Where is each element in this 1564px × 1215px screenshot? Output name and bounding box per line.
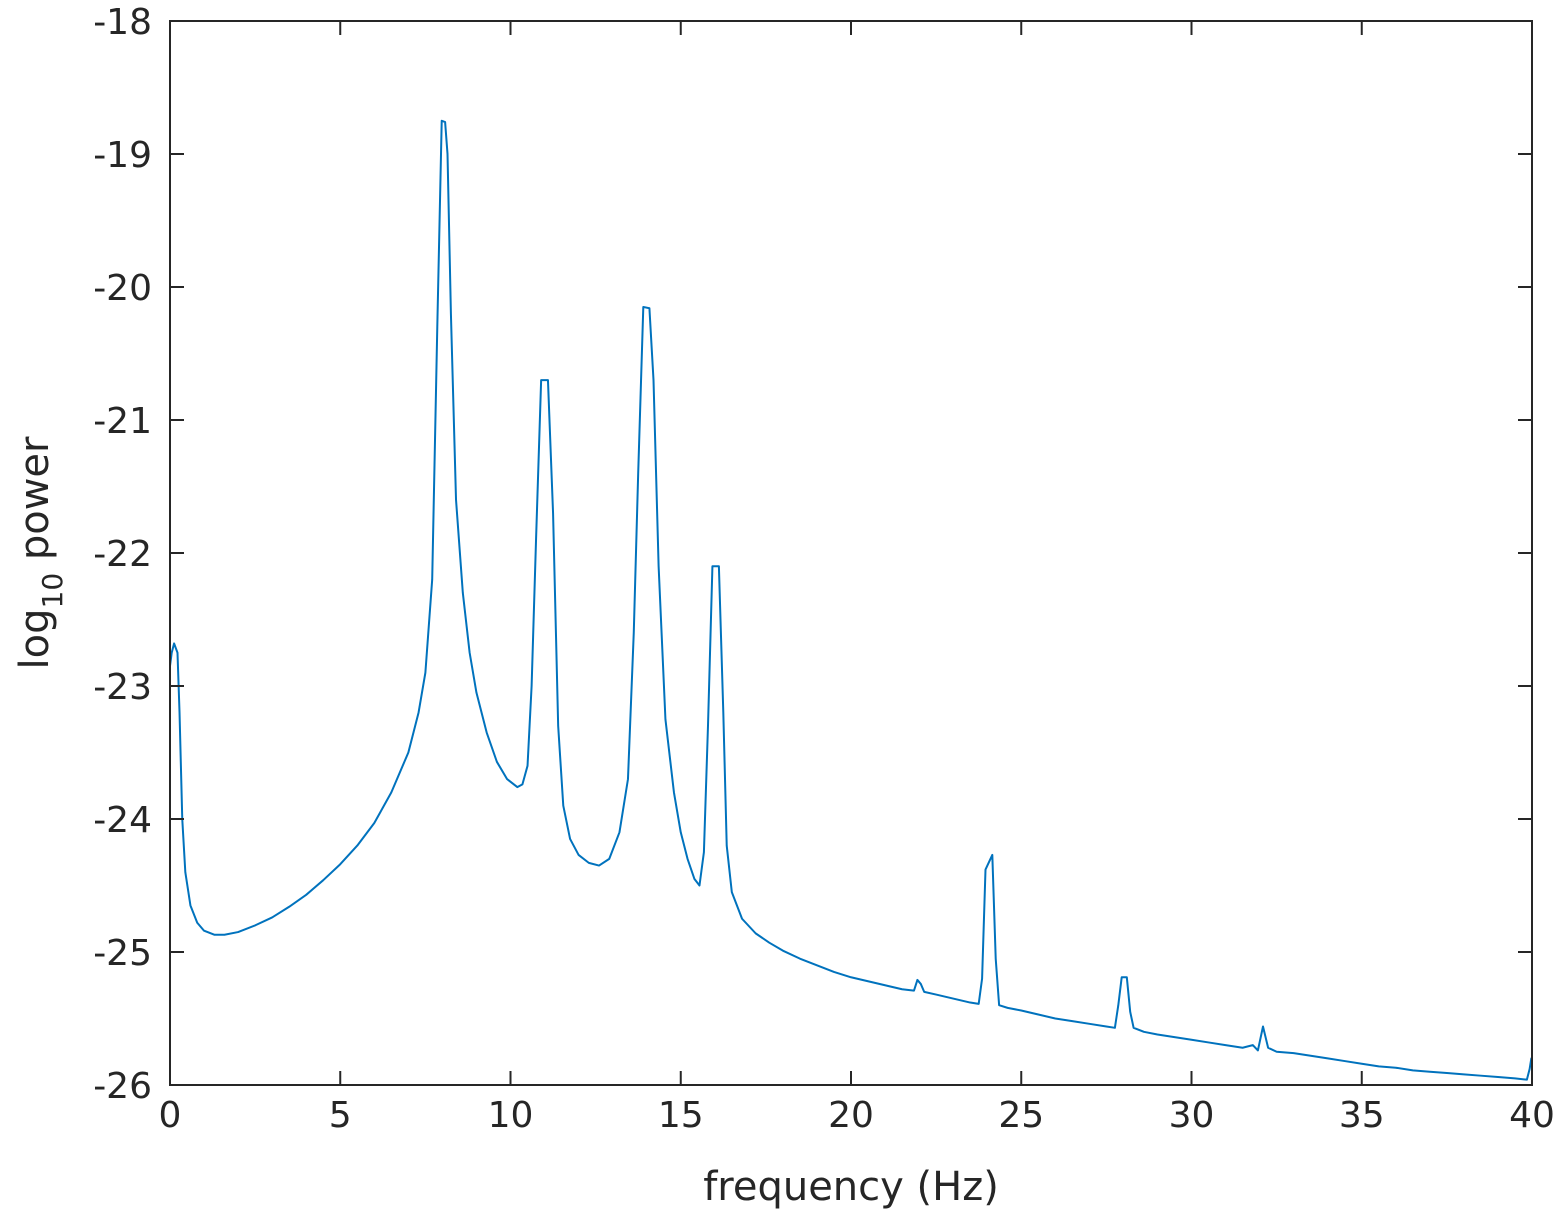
y-tick-label: -20 [93,268,152,309]
y-tick-label: -21 [93,401,152,442]
x-tick-label: 10 [488,1095,534,1136]
x-tick-label: 30 [1169,1095,1215,1136]
y-tick-label: -25 [93,933,152,974]
y-tick-label: -22 [93,534,152,575]
x-tick-label: 0 [159,1095,182,1136]
y-axis-label-prefix: log [12,609,58,670]
tick-layer: 0 5 10 15 20 25 30 35 40 -18 -19 -20 -21 -22 -23 -24 -25… [93,2,1555,1136]
x-tick-label: 25 [998,1095,1044,1136]
x-tick-label: 15 [658,1095,704,1136]
series-line-0 [169,119,1533,1081]
x-tick-label: 40 [1509,1095,1555,1136]
y-axis-label-subscript: 10 [36,573,69,609]
x-tick-label: 35 [1339,1095,1385,1136]
y-tick-label: -23 [93,667,152,708]
y-axis-label: log10 power [12,436,69,670]
y-axis-label-suffix: power [12,436,58,573]
y-tick-label: -24 [93,800,152,841]
y-tick-label: -18 [93,2,152,43]
x-tick-label: 20 [828,1095,874,1136]
y-tick-label: -26 [93,1066,152,1107]
x-axis-label: frequency (Hz) [703,1164,999,1210]
x-tick-label: 5 [329,1095,352,1136]
series-layer [169,119,1533,1081]
label-layer: frequency (Hz) log10 power [12,436,999,1210]
plot-area [170,21,1532,1085]
plot-background [170,21,1532,1085]
y-tick-label: -19 [93,135,152,176]
